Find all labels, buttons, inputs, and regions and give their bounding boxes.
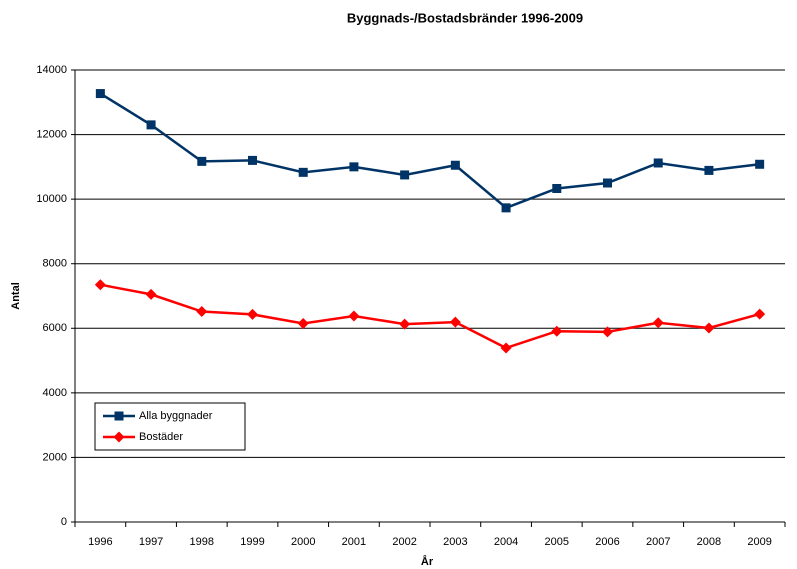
marker — [349, 162, 359, 172]
marker — [94, 279, 106, 291]
marker — [602, 326, 613, 338]
x-axis-label: År — [421, 555, 434, 568]
marker — [298, 167, 308, 177]
marker — [552, 183, 562, 193]
marker — [114, 411, 124, 421]
y-tick-label: 12000 — [36, 128, 67, 140]
x-tick-label: 2005 — [545, 536, 569, 548]
legend-box — [94, 402, 246, 451]
marker — [196, 305, 208, 317]
series-line — [100, 283, 760, 350]
x-tick-label: 2006 — [595, 536, 619, 548]
y-tick-label: 14000 — [36, 64, 67, 76]
marker — [348, 310, 360, 322]
x-tick-label: 1996 — [88, 536, 112, 548]
marker — [703, 322, 715, 334]
legend-label: Bostäder — [139, 431, 183, 443]
marker — [501, 203, 511, 213]
marker — [197, 156, 207, 166]
marker — [652, 317, 664, 329]
series-line — [99, 92, 760, 210]
chart-title: Byggnads-/Bostadsbränder 1996-2009 — [347, 10, 583, 25]
marker — [754, 308, 766, 320]
y-tick-label: 10000 — [36, 193, 67, 205]
marker — [450, 160, 460, 170]
x-tick-label: 1999 — [240, 536, 264, 548]
marker — [449, 316, 461, 328]
marker — [248, 155, 257, 165]
x-tick-label: 2003 — [443, 536, 467, 548]
y-axis-label: Antal — [10, 282, 22, 310]
marker — [755, 159, 765, 169]
marker — [146, 120, 156, 130]
y-tick-label: 4000 — [43, 387, 67, 399]
marker — [704, 165, 714, 175]
marker — [297, 317, 309, 329]
marker — [500, 342, 512, 354]
marker — [551, 325, 563, 337]
y-tick-label: 8000 — [43, 258, 67, 270]
marker — [145, 288, 157, 300]
x-tick-label: 2004 — [494, 536, 518, 548]
marker — [247, 308, 258, 320]
marker — [399, 318, 411, 330]
marker — [400, 170, 410, 180]
x-tick-label: 2002 — [392, 536, 416, 548]
x-tick-label: 1997 — [139, 536, 163, 548]
legend-label: Alla byggnader — [139, 410, 213, 422]
marker — [653, 158, 663, 168]
x-tick-label: 2000 — [291, 536, 315, 548]
y-tick-label: 2000 — [43, 451, 67, 463]
x-tick-label: 2007 — [646, 536, 670, 548]
marker — [603, 178, 612, 188]
x-tick-label: 1998 — [190, 536, 214, 548]
marker — [113, 431, 125, 443]
x-tick-label: 2001 — [342, 536, 366, 548]
y-tick-label: 0 — [61, 516, 67, 528]
x-tick-label: 2008 — [697, 536, 721, 548]
y-tick-label: 6000 — [43, 322, 67, 334]
x-tick-label: 2009 — [747, 536, 771, 548]
marker — [95, 89, 105, 99]
